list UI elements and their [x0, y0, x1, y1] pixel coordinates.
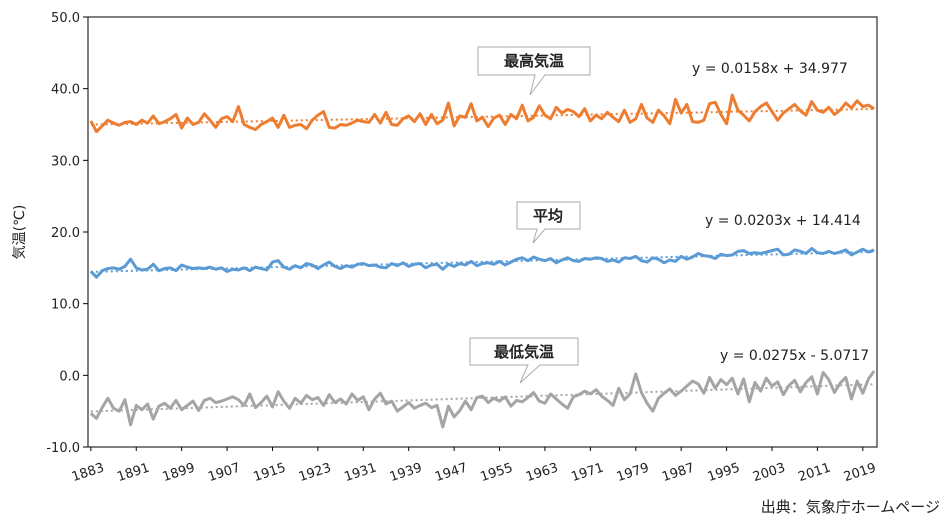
x-tick-label: 1947	[433, 461, 469, 485]
callout: 平均	[516, 201, 581, 244]
callout-box	[516, 201, 581, 244]
x-tick-label: 1883	[70, 461, 106, 485]
trend-equation: y = 0.0158x + 34.977	[692, 61, 848, 77]
x-tick-label: 1979	[615, 461, 651, 485]
callout-box	[469, 337, 579, 384]
y-axis-title: 気温(℃)	[12, 205, 28, 260]
callout: 最低気温	[469, 337, 579, 384]
y-tick-label: 50.0	[51, 11, 80, 26]
x-tick-label: 1939	[388, 461, 424, 485]
x-tick-label: 1891	[115, 461, 151, 485]
series-label: 最高気温	[504, 52, 564, 70]
x-tick-label: 1995	[706, 461, 742, 485]
x-tick-label: 1955	[479, 461, 515, 485]
y-tick-label: 30.0	[51, 154, 80, 169]
x-tick-label: 1963	[524, 461, 560, 485]
source: 出典：気象庁ホームページ	[761, 498, 940, 516]
x-tick-label: 2003	[751, 461, 787, 485]
y-tick-label: -10.0	[46, 441, 80, 456]
x-tick-label: 1971	[569, 461, 605, 485]
series-line	[89, 246, 875, 279]
plot-frame	[87, 16, 878, 448]
x-tick-label: 1931	[342, 461, 378, 485]
y-tick-label: 10.0	[51, 298, 80, 313]
series-line	[89, 370, 876, 429]
series-label: 平均	[533, 207, 563, 225]
trend-equation: y = 0.0275x - 5.0717	[720, 348, 869, 364]
x-tick-label: 2011	[797, 461, 833, 485]
x-tick-label: 1915	[252, 461, 288, 485]
x-tick-label: 1899	[161, 461, 197, 485]
x-tick-label: 1987	[660, 461, 696, 485]
y-tick-label: 40.0	[51, 83, 80, 98]
x-tick-label: 1923	[297, 461, 333, 485]
x-tick-label: 2019	[842, 461, 878, 485]
series-label: 最低気温	[494, 343, 554, 361]
x-tick-label: 1907	[206, 461, 242, 485]
y-tick-label: 0.0	[59, 369, 80, 384]
trend-equation: y = 0.0203x + 14.414	[705, 213, 861, 229]
series-line	[89, 93, 875, 134]
callout: 最高気温	[477, 46, 591, 96]
callout-box	[477, 46, 591, 96]
y-tick-label: 20.0	[51, 226, 80, 241]
